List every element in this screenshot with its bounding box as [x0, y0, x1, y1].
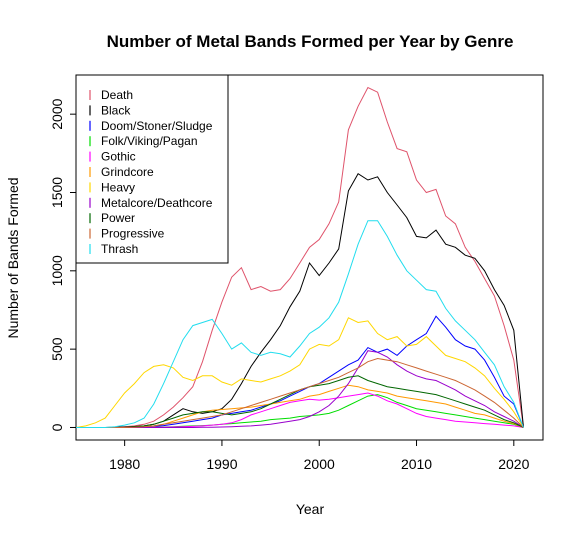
series-lines [76, 86, 524, 428]
y-tick-label: 1000 [49, 255, 65, 286]
legend-box [75, 74, 229, 264]
y-axis: 0 500 1000 1500 2000 [49, 98, 76, 431]
legend-label: Folk/Viking/Pagan [101, 134, 198, 148]
legend-label: Grindcore [101, 165, 154, 179]
legend-label: Progressive [101, 227, 165, 241]
legend-label: Death [101, 88, 133, 102]
y-tick-label: 500 [49, 337, 65, 361]
x-tick-label: 2020 [498, 456, 529, 472]
y-tick-label: 1500 [49, 177, 65, 208]
legend-label: Doom/Stoner/Sludge [101, 119, 213, 133]
x-tick-label: 2010 [401, 456, 432, 472]
legend-label: Power [101, 211, 135, 225]
legend-label: Black [101, 103, 131, 117]
legend-label: Heavy [101, 180, 135, 194]
y-tick-label: 0 [49, 423, 65, 431]
series-line-heavy [76, 317, 524, 428]
series-line-thrash [76, 220, 524, 428]
series-line-gothic [76, 392, 524, 428]
legend-label: Metalcore/Deathcore [101, 196, 213, 210]
series-line-doom-stoner-sludge [76, 315, 524, 428]
series-line-progressive [76, 357, 524, 428]
y-tick-label: 2000 [49, 98, 65, 129]
x-axis-label: Year [296, 501, 325, 517]
series-line-metalcore-deathcore [76, 350, 524, 428]
legend-label: Thrash [101, 242, 138, 256]
x-tick-label: 2000 [304, 456, 335, 472]
x-axis: 1980 1990 2000 2010 2020 [109, 440, 530, 472]
x-tick-label: 1990 [206, 456, 237, 472]
y-axis-label: Number of Bands Formed [5, 177, 21, 338]
legend-label: Gothic [101, 150, 136, 164]
chart-title: Number of Metal Bands Formed per Year by… [107, 32, 514, 51]
x-tick-label: 1980 [109, 456, 140, 472]
series-line-death [76, 86, 524, 428]
